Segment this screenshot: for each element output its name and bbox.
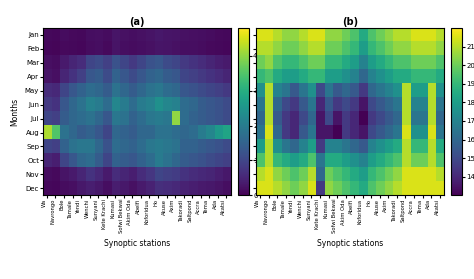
X-axis label: Synoptic stations: Synoptic stations	[317, 239, 383, 248]
Title: (a): (a)	[129, 17, 145, 27]
Y-axis label: Months: Months	[10, 98, 19, 126]
Y-axis label: mm: mm	[268, 104, 277, 119]
X-axis label: Synoptic stations: Synoptic stations	[103, 239, 170, 248]
Title: (b): (b)	[342, 17, 358, 27]
